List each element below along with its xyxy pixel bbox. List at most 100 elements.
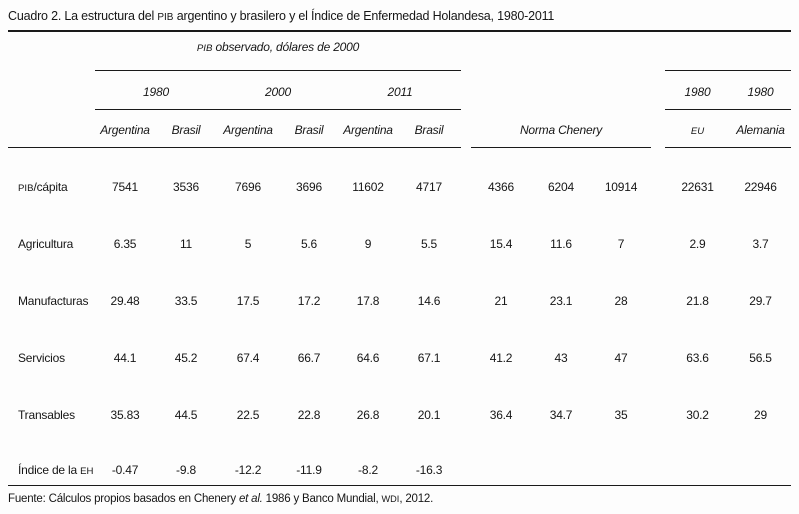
table-row: Agricultura 6.35 11 5 5.6 9 5.5 15.4 11.…: [8, 204, 791, 261]
table-title: Cuadro 2. La estructura del PIB argentin…: [8, 0, 791, 32]
spacer: [651, 109, 665, 147]
value-cell: 28: [614, 294, 628, 308]
value-cell: [591, 432, 651, 486]
country-header: Argentina: [339, 109, 397, 148]
row-label: Manufacturas: [18, 294, 89, 308]
spacer: [651, 32, 665, 70]
country-header: Brasil: [155, 109, 217, 148]
value-cell: 14.6: [417, 294, 441, 308]
row-label: PIB/cápita: [18, 180, 68, 194]
year-header-row: 1980 2000 2011 1980 1980: [8, 70, 791, 110]
country-header: Argentina: [95, 109, 155, 148]
value-cell: 56.5: [749, 351, 772, 365]
value-cell: 7541: [112, 180, 138, 194]
year-header-2000: 2000: [217, 70, 339, 110]
group-header-row: PIB observado, dólares de 2000: [8, 32, 791, 71]
row-label: Índice de la EH: [8, 432, 95, 486]
year-header-2011: 2011: [339, 70, 461, 110]
value-cell: 23.1: [549, 294, 573, 308]
value-cell: 45.2: [174, 351, 198, 365]
value-cell: 4366: [488, 180, 514, 194]
value-cell: [730, 432, 791, 486]
value-cell: 17.8: [356, 294, 380, 308]
value-cell: [665, 432, 730, 486]
spacer: [461, 70, 471, 109]
value-cell: [471, 432, 531, 486]
value-cell: 47: [614, 351, 628, 365]
value-cell: 5.5: [420, 237, 438, 251]
value-cell: 5.6: [300, 237, 318, 251]
value-cell: 29.7: [749, 294, 772, 308]
value-cell: 35: [614, 408, 628, 422]
value-cell: 3536: [173, 180, 199, 194]
value-cell: 36.4: [489, 408, 513, 422]
value-cell: 17.2: [297, 294, 321, 308]
value-cell: 11602: [352, 180, 384, 194]
value-cell: 22631: [681, 180, 714, 194]
table-row: Índice de la EH -0.47 -9.8 -12.2 -11.9 -…: [8, 432, 791, 486]
value-cell: 3696: [296, 180, 322, 194]
value-cell: 7696: [235, 180, 261, 194]
ref-year-eu: 1980: [665, 70, 730, 110]
ref-header-alemania: Alemania: [730, 109, 791, 148]
value-cell: 15.4: [489, 237, 513, 251]
value-cell: 33.5: [174, 294, 198, 308]
pib-group-header: PIB observado, dólares de 2000: [95, 32, 461, 71]
row-label: Transables: [18, 408, 75, 422]
corner-cell: [8, 32, 95, 70]
row-label: Agricultura: [18, 237, 74, 251]
value-cell: 67.4: [236, 351, 260, 365]
source-note: Fuente: Cálculos propios basados en Chen…: [8, 492, 434, 505]
chenery-group-spacer: [471, 32, 651, 70]
value-cell: 30.2: [686, 408, 709, 422]
value-cell: 3.7: [752, 237, 769, 251]
value-cell: 17.5: [236, 294, 260, 308]
value-cell: 6.35: [113, 237, 137, 251]
spacer: [461, 109, 471, 147]
value-cell: -9.8: [155, 432, 217, 486]
ref-year-alemania: 1980: [730, 70, 791, 110]
ref-group-topline: [665, 32, 791, 71]
value-cell: 11.6: [550, 237, 572, 251]
value-cell: -11.9: [279, 432, 339, 486]
value-cell: 35.83: [110, 408, 140, 422]
value-cell: 11: [179, 237, 193, 251]
value-cell: -0.47: [95, 432, 155, 486]
value-cell: 67.1: [417, 351, 441, 365]
value-cell: 22.5: [236, 408, 260, 422]
value-cell: 41.2: [489, 351, 513, 365]
value-cell: -12.2: [217, 432, 279, 486]
row-label: Servicios: [18, 351, 65, 365]
value-cell: 66.7: [297, 351, 321, 365]
value-cell: 4717: [416, 180, 442, 194]
value-cell: 63.6: [686, 351, 709, 365]
value-cell: 21.8: [686, 294, 709, 308]
value-cell: 34.7: [549, 408, 573, 422]
value-cell: 6204: [548, 180, 574, 194]
spacer: [651, 70, 665, 109]
value-cell: 22946: [744, 180, 777, 194]
value-cell: 5: [244, 237, 252, 251]
value-cell: 26.8: [356, 408, 380, 422]
table-row: Manufacturas 29.48 33.5 17.5 17.2 17.8 1…: [8, 261, 791, 318]
value-cell: -16.3: [397, 432, 461, 486]
spacer: [461, 32, 471, 70]
value-cell: 29: [754, 408, 767, 422]
value-cell: 7: [617, 237, 625, 251]
table-row: PIB/cápita 7541 3536 7696 3696 11602 471…: [8, 147, 791, 204]
value-cell: -8.2: [339, 432, 397, 486]
table-row: Transables 35.83 44.5 22.5 22.8 26.8 20.…: [8, 375, 791, 432]
country-header: Argentina: [217, 109, 279, 148]
ref-header-eu: EU: [665, 109, 730, 148]
year-header-1980: 1980: [95, 70, 217, 110]
pib-structure-table: PIB observado, dólares de 2000 1980 2000…: [8, 32, 791, 486]
value-cell: 29.48: [110, 294, 140, 308]
country-header: Brasil: [279, 109, 339, 148]
value-cell: 44.1: [113, 351, 137, 365]
value-cell: 43: [554, 351, 568, 365]
value-cell: [531, 432, 591, 486]
country-header-row: Argentina Brasil Argentina Brasil Argent…: [8, 109, 791, 148]
value-cell: 9: [364, 237, 372, 251]
norma-chenery-header: Norma Chenery: [471, 109, 651, 148]
